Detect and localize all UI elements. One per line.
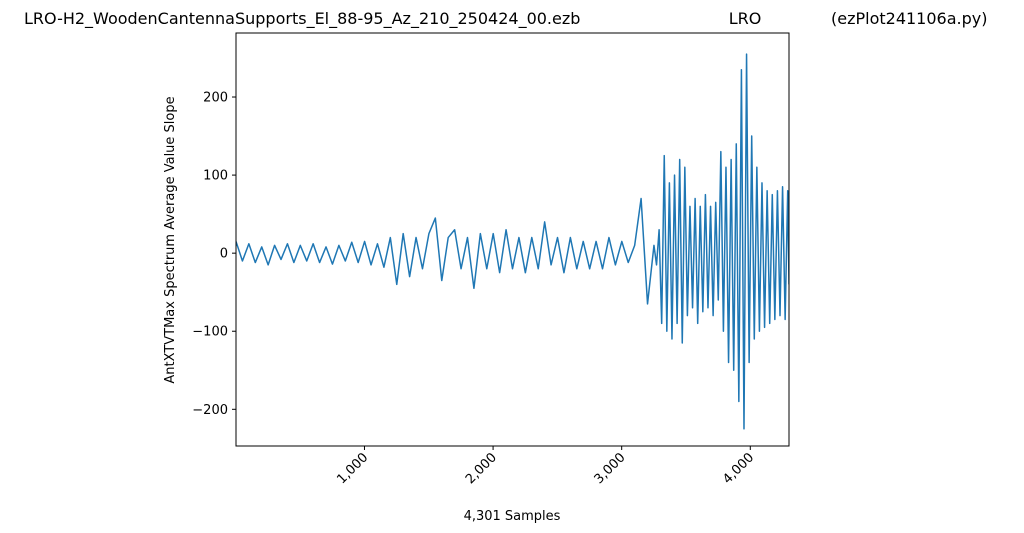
x-tick-label: 1,000 xyxy=(334,450,371,487)
chart-title: LRO xyxy=(729,9,762,28)
y-tick-label: 200 xyxy=(203,91,228,106)
y-tick-label: 0 xyxy=(220,247,228,262)
y-tick-label: 100 xyxy=(203,169,228,184)
x-tick-label: 3,000 xyxy=(592,450,629,487)
data-line xyxy=(236,53,789,430)
y-axis-label: AntXTVTMax Spectrum Average Value Slope xyxy=(163,96,178,383)
x-axis-label: 4,301 Samples xyxy=(464,509,561,524)
chart-title: LRO-H2_WoodenCantennaSupports_El_88-95_A… xyxy=(24,9,580,29)
y-tick-label: −100 xyxy=(192,325,228,340)
plot-frame xyxy=(235,32,790,447)
chart-title: (ezPlot241106a.py) xyxy=(831,9,987,28)
y-tick-label: −200 xyxy=(192,403,228,418)
x-tick-label: 4,000 xyxy=(720,450,757,487)
x-tick-label: 2,000 xyxy=(463,450,500,487)
